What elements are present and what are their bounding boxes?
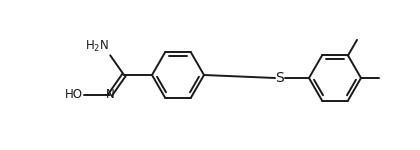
Text: N: N (106, 88, 115, 101)
Text: H$_2$N: H$_2$N (85, 39, 109, 54)
Text: S: S (276, 71, 284, 85)
Text: HO: HO (65, 88, 83, 101)
